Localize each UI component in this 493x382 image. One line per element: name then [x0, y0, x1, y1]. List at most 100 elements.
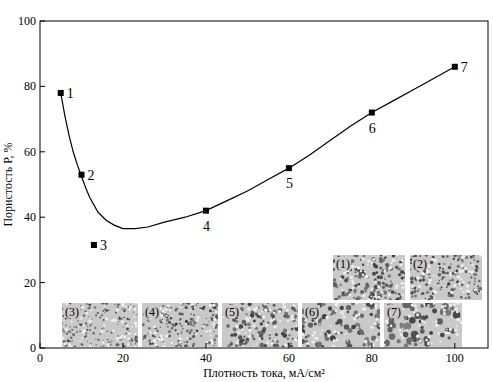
inset-grain: [344, 333, 346, 335]
inset-pore: [152, 335, 154, 337]
inset-pore: [414, 295, 417, 298]
inset-pore: [364, 286, 368, 290]
inset-grain: [247, 307, 250, 310]
point-label: 3: [100, 238, 107, 253]
inset-grain: [392, 258, 395, 261]
inset-grain: [213, 318, 216, 321]
inset-label-ground: [64, 305, 80, 318]
inset-grain: [321, 329, 323, 331]
inset-pore: [177, 333, 179, 335]
inset-background: [222, 303, 298, 347]
inset-pore: [442, 268, 444, 270]
inset-pore: [362, 264, 365, 267]
inset-pore: [302, 339, 305, 344]
y-tick: [40, 348, 45, 349]
inset-pore: [377, 275, 380, 278]
inset-grain: [390, 325, 393, 328]
inset-pore: [453, 255, 456, 257]
inset-pore: [181, 325, 183, 327]
inset-grain: [62, 337, 65, 340]
x-tick: [454, 343, 455, 348]
inset-grain: [402, 296, 404, 298]
inset-pore: [260, 322, 263, 325]
inset-pore: [196, 329, 199, 332]
inset-image: [332, 253, 406, 302]
inset-pore: [328, 306, 333, 311]
inset-grain: [413, 305, 416, 308]
inset-grain: [282, 303, 285, 305]
inset-grain: [446, 329, 448, 331]
inset-pore: [267, 303, 269, 304]
inset-pore: [470, 276, 472, 278]
inset-grain: [128, 332, 131, 335]
inset-pore: [213, 339, 216, 342]
inset-pore: [171, 327, 174, 330]
inset-grain: [471, 263, 473, 265]
inset-pore: [193, 321, 196, 324]
inset-image: [222, 301, 299, 348]
inset-pore: [135, 343, 136, 344]
inset-grain: [295, 325, 297, 327]
inset-pore: [355, 275, 357, 277]
inset-grain: [294, 338, 298, 342]
inset-grain: [350, 276, 353, 279]
inset-grain: [196, 319, 199, 322]
inset-pore: [200, 307, 203, 310]
inset-pore: [148, 339, 151, 342]
inset-pore: [395, 298, 399, 300]
inset-pore: [175, 329, 177, 331]
inset-grain: [153, 326, 156, 329]
inset-pore: [87, 324, 88, 325]
inset-pore: [383, 290, 387, 294]
inset-pore: [213, 311, 215, 313]
inset-grain: [438, 310, 440, 312]
inset-grain: [206, 341, 208, 343]
inset-grain: [401, 294, 403, 296]
inset-pore: [190, 329, 193, 332]
inset-grain: [306, 342, 309, 345]
inset-pore: [467, 293, 470, 296]
inset-pore: [233, 333, 237, 337]
inset-pore: [168, 330, 171, 333]
inset-pore: [70, 341, 71, 342]
inset-pore: [226, 324, 230, 328]
inset-grain: [459, 269, 461, 271]
inset-grain: [248, 329, 251, 332]
inset-pore: [432, 309, 437, 314]
inset-pore: [388, 288, 392, 292]
inset-pore: [465, 297, 467, 299]
inset-pore: [166, 323, 168, 325]
inset-pore: [87, 341, 88, 342]
inset-grain: [209, 304, 212, 307]
data-point: [91, 242, 97, 248]
inset-grain: [363, 304, 365, 306]
inset-pore: [238, 335, 242, 339]
inset-pore: [107, 339, 108, 340]
inset-grain: [313, 331, 316, 334]
inset-pore: [179, 318, 181, 320]
inset-pore: [447, 282, 450, 285]
inset-grain: [126, 325, 129, 328]
inset-pore: [384, 256, 387, 259]
inset-pore: [354, 255, 358, 257]
inset-pore: [162, 305, 164, 307]
inset-pore: [70, 332, 72, 334]
inset-grain: [362, 307, 365, 310]
inset-grain: [433, 290, 435, 292]
inset-pore: [410, 262, 412, 264]
inset-grain: [435, 323, 439, 327]
inset-pore: [86, 329, 88, 331]
inset-grain: [81, 306, 85, 310]
inset-grain: [287, 319, 290, 322]
inset-grain: [444, 305, 446, 307]
inset-pore: [439, 289, 441, 291]
inset-pore: [129, 340, 131, 342]
inset-grain: [170, 342, 173, 345]
x-axis-title: Плотность тока, мА/см²: [203, 366, 325, 380]
inset-pore: [80, 305, 81, 306]
inset-pore: [410, 281, 413, 284]
inset-grain: [241, 345, 243, 347]
inset-grain: [336, 339, 338, 341]
inset-pore: [431, 296, 434, 299]
inset-grain: [212, 304, 215, 307]
